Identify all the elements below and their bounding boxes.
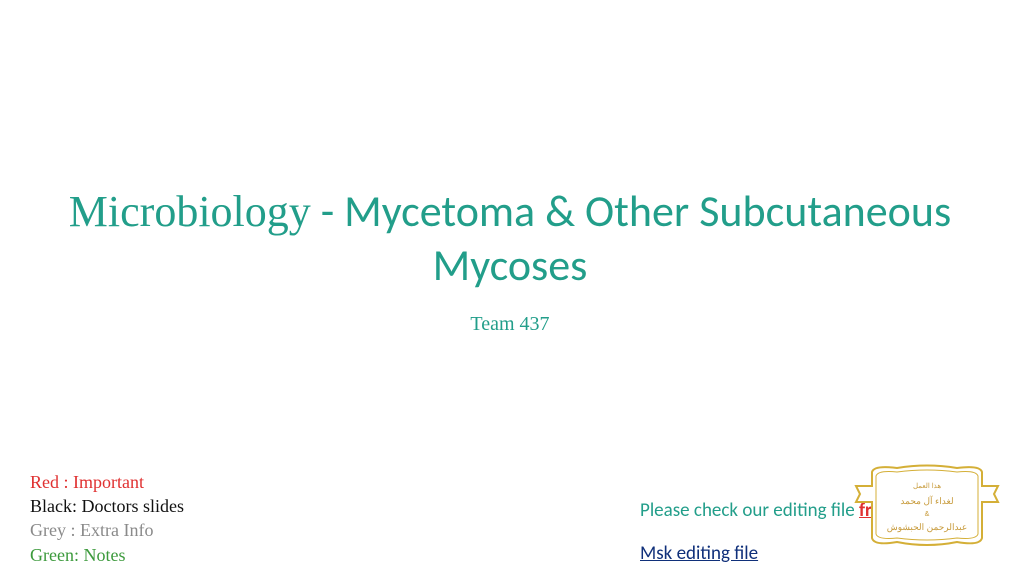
title-part2: Mycetoma & Other Subcutaneous Mycoses	[344, 184, 951, 292]
main-title: Microbiology - Mycetoma & Other Subcutan…	[0, 185, 1020, 293]
legend-label: Black	[30, 496, 72, 516]
legend-row-black: Black: Doctors slides	[30, 494, 184, 518]
badge-line-mid2: عبدالرحمن الحبشوش	[887, 522, 968, 533]
credits-badge: هذا العمل لغداء آل محمد & عبدالرحمن الحب…	[852, 460, 1002, 555]
legend-label: Grey	[30, 520, 66, 540]
legend-row-red: Red : Important	[30, 470, 184, 494]
legend-meaning: Doctors slides	[82, 496, 185, 516]
legend-label: Green	[30, 545, 74, 565]
legend-row-green: Green: Notes	[30, 543, 184, 567]
legend-meaning: Extra Info	[80, 520, 153, 540]
title-block: Microbiology - Mycetoma & Other Subcutan…	[0, 185, 1020, 336]
subtitle: Team 437	[0, 313, 1020, 336]
editing-line1-pre: Please check our editing file	[640, 499, 859, 522]
badge-line-top: هذا العمل	[913, 482, 941, 490]
legend-label: Red	[30, 472, 59, 492]
legend-meaning: Notes	[84, 545, 126, 565]
color-legend: Red : Important Black: Doctors slides Gr…	[30, 470, 184, 567]
title-dash: -	[311, 184, 344, 238]
badge-frame-icon: هذا العمل لغداء آل محمد & عبدالرحمن الحب…	[852, 460, 1002, 555]
badge-line-mid1: لغداء آل محمد	[900, 495, 953, 506]
legend-row-grey: Grey : Extra Info	[30, 518, 184, 542]
badge-line-amp: &	[925, 511, 930, 518]
title-part1: Microbiology	[69, 187, 311, 236]
legend-meaning: Important	[73, 472, 144, 492]
